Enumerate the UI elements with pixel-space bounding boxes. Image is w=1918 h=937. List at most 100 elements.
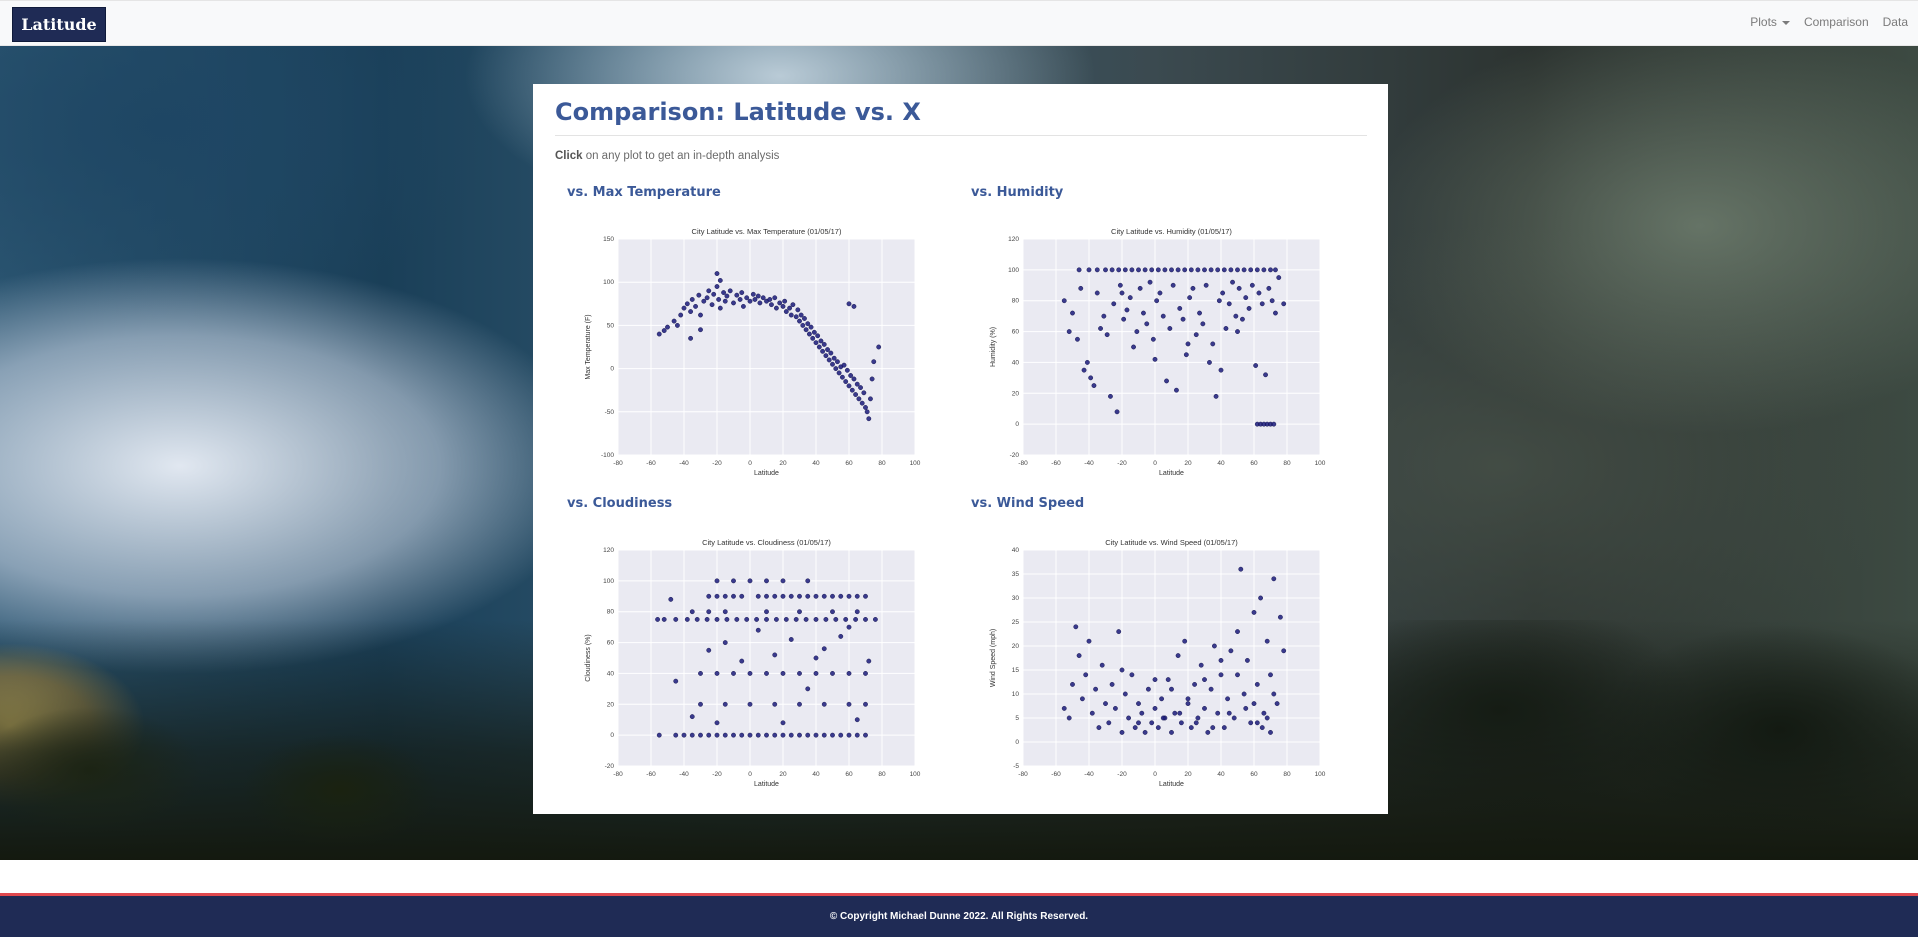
data-point: [863, 617, 868, 622]
data-point: [1127, 295, 1133, 301]
data-point: [714, 671, 720, 676]
data-point: [747, 578, 753, 584]
data-point: [1261, 710, 1267, 716]
data-point: [681, 305, 687, 311]
data-point: [843, 617, 849, 622]
data-point: [813, 671, 819, 676]
data-point: [678, 312, 684, 318]
data-point: [1086, 267, 1092, 273]
brand-logo[interactable]: Latitude: [12, 7, 106, 42]
data-point: [780, 593, 786, 599]
data-point: [689, 297, 695, 302]
data-point: [1177, 306, 1183, 311]
data-point: [739, 593, 745, 599]
data-point: [1178, 720, 1184, 726]
data-point: [1119, 290, 1125, 296]
x-tick-label: 60: [1250, 460, 1258, 467]
data-point: [1094, 290, 1100, 296]
y-axis-label: Max Temperature (F): [585, 314, 592, 379]
data-point: [739, 290, 745, 295]
data-point: [835, 359, 840, 365]
nav-data[interactable]: Data: [1882, 15, 1908, 29]
data-point: [1188, 725, 1194, 731]
data-point: [783, 309, 789, 314]
data-point: [1142, 729, 1148, 735]
data-point: [846, 593, 852, 599]
data-point: [731, 593, 736, 599]
data-point: [706, 647, 712, 653]
data-point: [1111, 301, 1117, 307]
data-point: [1169, 686, 1174, 692]
data-point: [688, 309, 694, 314]
data-point: [721, 290, 727, 295]
data-point: [1126, 715, 1132, 721]
data-point: [780, 578, 786, 584]
x-tick-label: -40: [679, 460, 689, 467]
y-axis-label: Cloudiness (%): [585, 634, 592, 681]
data-point: [1169, 729, 1174, 735]
data-point: [1271, 691, 1277, 697]
data-point: [1215, 267, 1221, 273]
x-tick-label: 100: [910, 771, 921, 778]
data-point: [838, 732, 844, 738]
data-point: [1157, 290, 1163, 296]
x-tick-label: 100: [910, 460, 921, 467]
data-point: [830, 732, 835, 738]
x-tick-label: -80: [613, 771, 623, 778]
data-point: [773, 617, 779, 622]
data-point: [1244, 657, 1250, 663]
x-tick-label: -60: [646, 771, 656, 778]
data-point: [1200, 321, 1206, 327]
data-point: [769, 302, 774, 308]
heading-max-temperature: vs. Max Temperature: [567, 185, 721, 200]
data-point: [681, 732, 687, 738]
data-point: [1070, 681, 1075, 687]
data-point: [1114, 409, 1120, 415]
data-point: [1188, 267, 1194, 273]
x-tick-label: 20: [1184, 771, 1192, 778]
data-point: [722, 732, 728, 738]
data-point: [1220, 290, 1226, 296]
data-point: [1103, 701, 1108, 707]
data-point: [1205, 729, 1211, 735]
data-point: [1117, 282, 1123, 288]
plot-humidity[interactable]: -80 -60 -40 -20 0 20 40 60 80 100 -20 0 20 40 60 80 100 1…: [983, 217, 1335, 487]
data-point: [1119, 729, 1125, 735]
data-point: [1137, 285, 1143, 291]
data-point: [1070, 310, 1075, 316]
data-point: [788, 732, 794, 738]
x-tick-label: 60: [845, 460, 853, 467]
data-point: [830, 361, 835, 367]
data-point: [803, 327, 809, 333]
nav-plots-dropdown[interactable]: Plots: [1750, 15, 1790, 29]
plot-wind-speed[interactable]: -80 -60 -40 -20 0 20 40 60 80 100 -5 0 5 10 15 20 25 30 35…: [983, 528, 1335, 798]
nav-comparison[interactable]: Comparison: [1803, 15, 1869, 29]
data-point: [1160, 715, 1166, 721]
x-tick-label: -80: [1018, 460, 1028, 467]
y-tick-label: 120: [603, 547, 614, 554]
data-point: [760, 295, 766, 301]
data-point: [1268, 267, 1273, 273]
data-point: [851, 376, 857, 382]
data-point: [747, 732, 753, 738]
data-point: [1251, 610, 1257, 615]
data-point: [1210, 725, 1216, 731]
plot-max-temperature[interactable]: -80 -60 -40 -20 0 20 40 60 80 100 -100 -50 0 50 100 150…: [578, 217, 930, 487]
data-point: [806, 331, 812, 337]
plot-cloudiness[interactable]: -80 -60 -40 -20 0 20 40 60 80 100 -20 0 20 40 60 80 100 1…: [578, 528, 930, 798]
data-point: [656, 732, 662, 738]
data-point: [790, 302, 796, 308]
data-point: [1268, 672, 1273, 678]
data-point: [1093, 686, 1099, 692]
data-point: [1182, 267, 1188, 273]
nav-links: Plots Comparison Data: [1750, 15, 1908, 29]
y-tick-label: 80: [607, 609, 615, 616]
data-point: [731, 671, 736, 676]
data-point: [841, 362, 847, 368]
page-title: Comparison: Latitude vs. X: [555, 98, 921, 126]
data-point: [675, 323, 680, 328]
data-point: [731, 300, 736, 306]
data-point: [805, 578, 811, 584]
data-point: [1230, 279, 1235, 285]
data-point: [1073, 624, 1079, 630]
